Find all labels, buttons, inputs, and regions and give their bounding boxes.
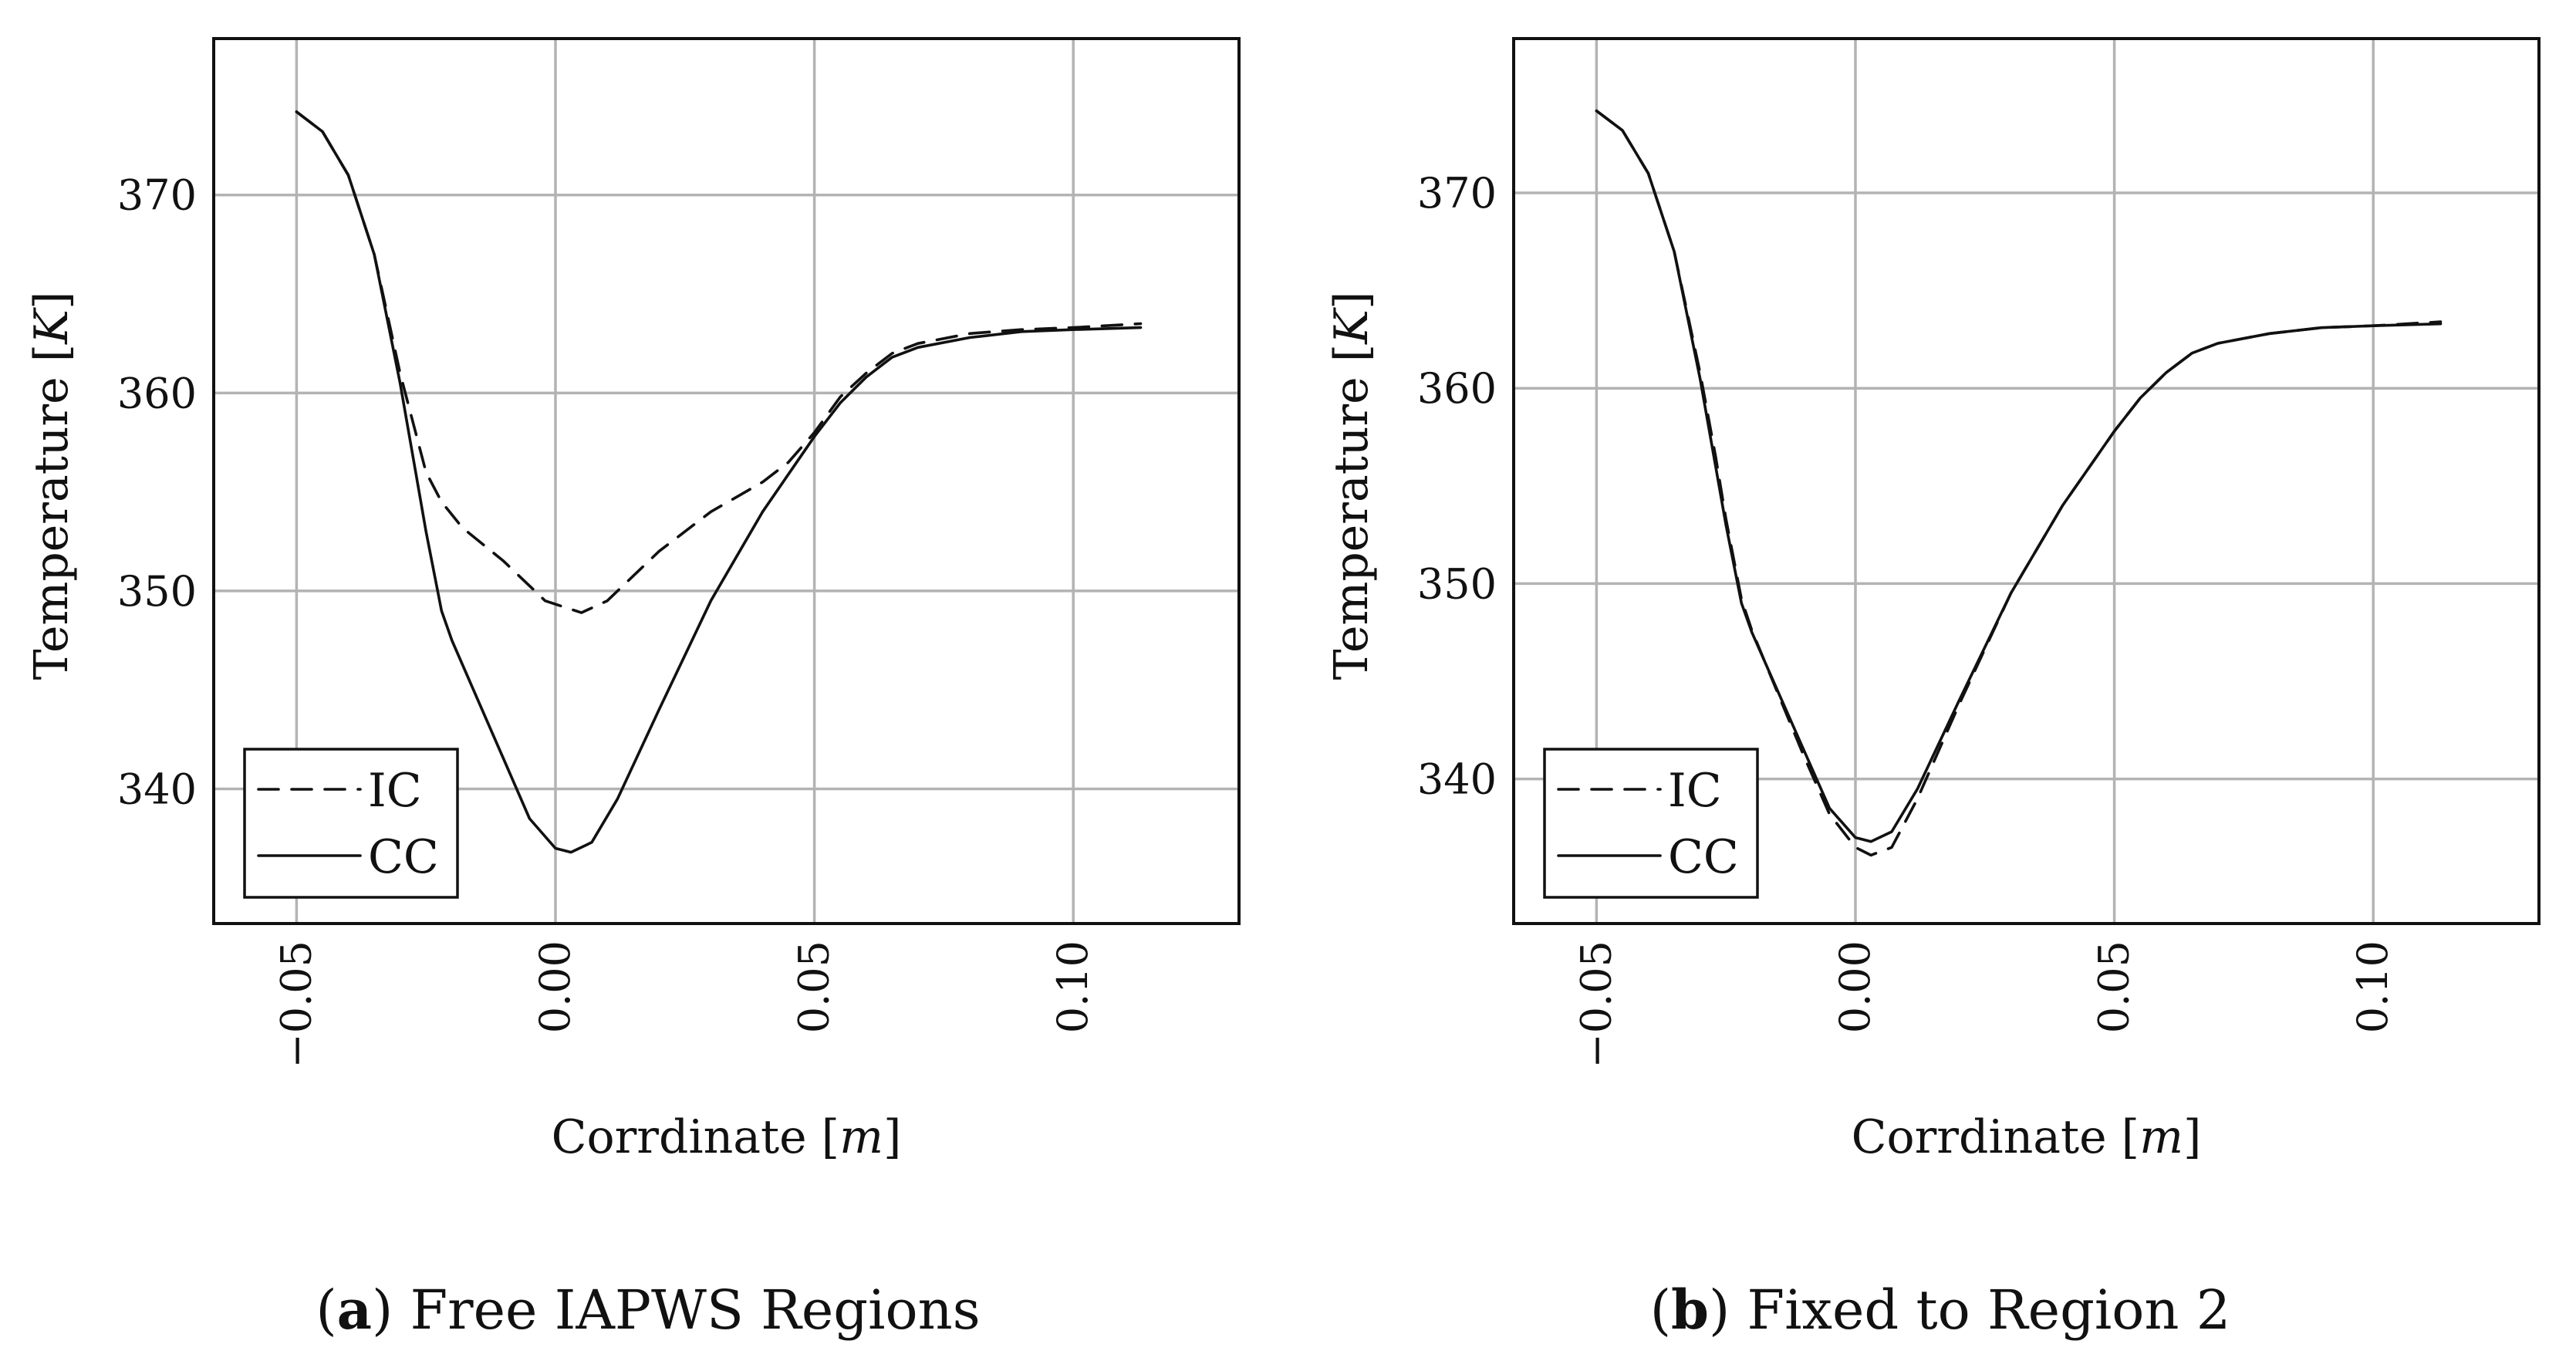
panel-a-caption: (a) Free IAPWS Regions bbox=[316, 1278, 980, 1342]
panel-a-plot-frame bbox=[212, 37, 1241, 925]
panel-a-legend-box bbox=[243, 748, 459, 899]
panel-b-y-axis-label: Temperature [K] bbox=[1325, 292, 1379, 680]
panel-b-x-axis-label-text: Corrdinate bbox=[1852, 1110, 2107, 1164]
panel-b-series-layer bbox=[1595, 109, 2443, 857]
panel-a-x-tick-label: 0.10 bbox=[1048, 941, 1097, 1033]
panel-a-y-axis-label-text: Temperature bbox=[25, 377, 79, 680]
panel-a-y-axis-label: Temperature [K] bbox=[25, 292, 79, 680]
panel-b-legend: IC CC bbox=[1543, 748, 1759, 899]
panel-a-series-layer bbox=[295, 110, 1143, 854]
panel-a-y-tick-label: 370 bbox=[117, 171, 197, 220]
panel-b-legend-ic-label: IC bbox=[1668, 764, 1722, 818]
panel-b: 340 350 360 370 −0.05 0.00 0.05 0.10 Tem… bbox=[1325, 37, 2541, 1342]
panel-a-x-tick-label: 0.05 bbox=[790, 941, 839, 1033]
panel-b-x-tick-label: −0.05 bbox=[1572, 941, 1620, 1068]
panel-b-x-axis-label: Corrdinate [m] bbox=[1852, 1110, 2202, 1164]
panel-b-y-tick-label: 340 bbox=[1417, 755, 1497, 804]
panel-b-x-axis-unit: m bbox=[2139, 1110, 2183, 1164]
panel-b-y-tick-label: 370 bbox=[1417, 169, 1497, 218]
panel-a-x-axis-label: Corrdinate [m] bbox=[552, 1110, 902, 1164]
panel-b-series-cc-line bbox=[1595, 109, 2443, 843]
panel-b-x-tick-label: 0.00 bbox=[1831, 941, 1879, 1033]
panel-b-series-ic-line bbox=[1595, 109, 2443, 857]
panel-b-legend-cc-label: CC bbox=[1668, 830, 1739, 884]
panel-a-y-tick-label: 340 bbox=[117, 765, 197, 814]
panel-b-caption-label: b bbox=[1671, 1278, 1709, 1342]
panel-a-x-ticks: −0.05 0.00 0.05 0.10 bbox=[272, 941, 1097, 1068]
panel-a-legend-ic-label: IC bbox=[368, 764, 422, 818]
panel-a-y-axis-unit: K bbox=[25, 307, 79, 345]
panel-b-x-tick-label: 0.05 bbox=[2090, 941, 2139, 1033]
panel-a-x-axis-label-text: Corrdinate bbox=[552, 1110, 807, 1164]
panel-a-x-tick-label: 0.00 bbox=[531, 941, 579, 1033]
panel-b-x-tick-label: 0.10 bbox=[2348, 941, 2397, 1033]
panel-a-legend-cc-label: CC bbox=[368, 830, 439, 884]
panel-a-x-tick-label: −0.05 bbox=[272, 941, 320, 1068]
panel-b-caption-text: Fixed to Region 2 bbox=[1730, 1278, 2230, 1342]
panel-b-y-tick-label: 350 bbox=[1417, 559, 1497, 608]
panel-a-caption-label: a bbox=[337, 1278, 372, 1342]
panel-a-series-cc-line bbox=[295, 110, 1143, 854]
panel-b-y-axis-label-text: Temperature bbox=[1325, 377, 1379, 680]
panel-a-x-axis-unit: m bbox=[839, 1110, 883, 1164]
panel-b-plot-frame bbox=[1512, 37, 2541, 925]
panel-a-y-tick-label: 360 bbox=[117, 369, 197, 417]
panel-b-y-tick-label: 360 bbox=[1417, 364, 1497, 413]
panel-b-y-axis-unit: K bbox=[1325, 307, 1379, 345]
panel-a-caption-text: Free IAPWS Regions bbox=[393, 1278, 980, 1342]
panel-b-caption: (b) Fixed to Region 2 bbox=[1650, 1278, 2231, 1342]
panel-a: 340 350 360 370 −0.05 0.00 0.05 0.10 Tem… bbox=[25, 37, 1241, 1342]
panel-a-y-tick-label: 350 bbox=[117, 567, 197, 616]
panel-a-legend: IC CC bbox=[243, 748, 459, 899]
panel-b-x-ticks: −0.05 0.00 0.05 0.10 bbox=[1572, 941, 2397, 1068]
panel-a-series-ic-line bbox=[295, 110, 1143, 614]
panel-b-y-ticks: 340 350 360 370 bbox=[1417, 169, 1497, 804]
panel-b-legend-box bbox=[1543, 748, 1759, 899]
panel-a-y-ticks: 340 350 360 370 bbox=[117, 171, 197, 814]
